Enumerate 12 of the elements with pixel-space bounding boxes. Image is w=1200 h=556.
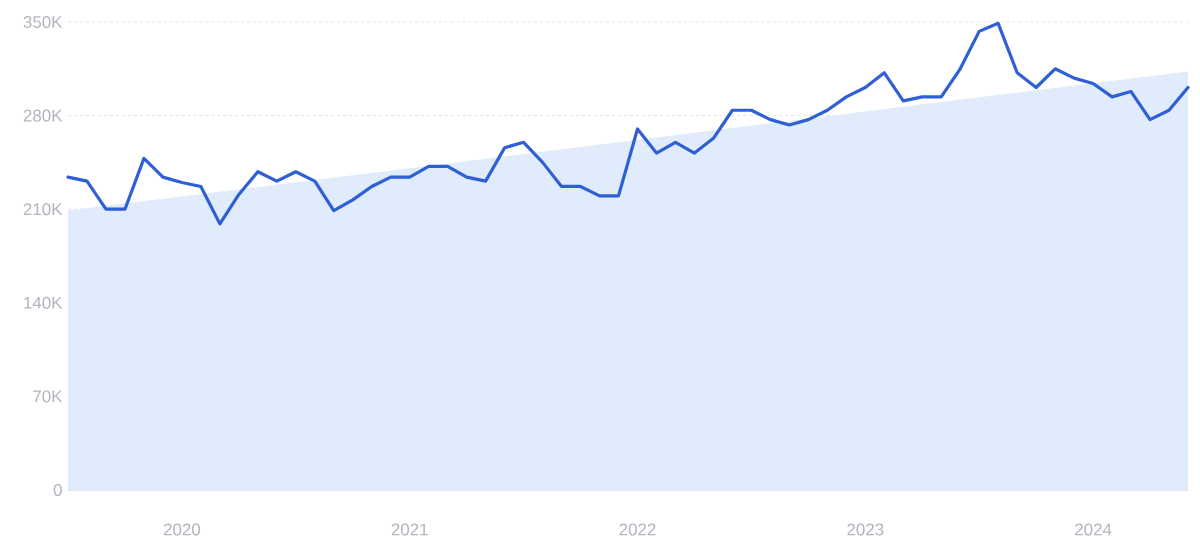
x-tick-label: 2023 [847, 523, 884, 536]
y-tick-label: 0 [53, 483, 62, 496]
x-tick-label: 2022 [619, 523, 656, 536]
y-tick-label: 350K [23, 15, 63, 28]
line-series [66, 21, 1190, 226]
y-tick-label: 140K [24, 296, 63, 309]
y-tick-label: 210K [23, 203, 63, 216]
x-tick-label: 2020 [163, 523, 201, 536]
y-tick-label: 280K [23, 109, 63, 122]
y-tick-label: 70K [33, 390, 63, 403]
x-tick-label: 2024 [1075, 523, 1112, 536]
x-tick-label: 2021 [391, 523, 428, 536]
